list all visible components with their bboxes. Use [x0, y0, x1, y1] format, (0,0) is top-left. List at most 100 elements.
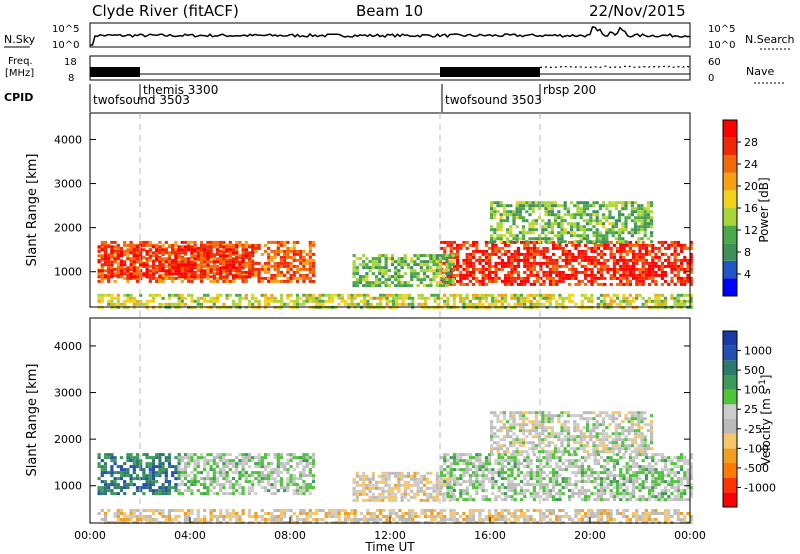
heatmap-cell-2 [664, 273, 668, 277]
heatmap-cell-0 [311, 240, 316, 244]
heatmap-cell-2 [362, 489, 366, 493]
heatmap-cell-3 [478, 486, 482, 490]
heatmap-cell-0 [295, 240, 300, 244]
heatmap-cell-3 [400, 266, 404, 270]
heatmap-cell-0 [123, 492, 127, 496]
heatmap-cell-4 [506, 210, 510, 214]
heatmap-cell-3 [657, 492, 661, 496]
heatmap-cell-1 [119, 269, 124, 273]
heatmap-cell-2 [670, 267, 674, 271]
heatmap-cell-0 [190, 252, 194, 256]
heatmap-cell-2 [619, 267, 623, 271]
heatmap-cell-1 [263, 477, 268, 481]
heatmap-cell-3 [532, 453, 536, 457]
heatmap-cell-0 [161, 279, 165, 283]
heatmap-cell-5 [513, 302, 517, 306]
heatmap-cell-3 [426, 254, 430, 258]
heatmap-cell-3 [644, 480, 648, 484]
heatmap-cell-0 [158, 468, 162, 472]
heatmap-cell-4 [493, 228, 497, 232]
heatmap-cell-0 [164, 273, 168, 277]
heatmap-cell-3 [443, 453, 447, 457]
heatmap-cell-4 [582, 234, 586, 238]
heatmap-cell-3 [368, 269, 372, 273]
heatmap-cell-4 [630, 210, 634, 214]
heatmap-cell-2 [590, 249, 594, 253]
heatmap-cell-2 [654, 261, 658, 265]
heatmap-cell-4 [627, 216, 631, 220]
heatmap-cell-5 [212, 299, 216, 303]
heatmap-cell-3 [552, 489, 556, 493]
heatmap-cell-3 [465, 480, 469, 484]
heatmap-cell-1 [139, 260, 143, 264]
heatmap-cell-2 [548, 282, 552, 286]
heatmap-cell-2 [529, 249, 533, 253]
heatmap-cell-0 [267, 240, 271, 244]
heatmap-cell-0 [308, 240, 312, 244]
heatmap-cell-5 [279, 302, 284, 306]
heatmap-cell-2 [500, 252, 504, 256]
heatmap-cell-3 [606, 477, 610, 481]
heatmap-cell-2 [419, 498, 423, 502]
heatmap-cell-5 [673, 296, 677, 300]
heatmap-cell-1 [193, 483, 197, 487]
heatmap-cell-4 [646, 213, 650, 217]
heatmap-cell-5 [148, 293, 152, 297]
heatmap-cell-2 [451, 486, 455, 490]
heatmap-cell-1 [132, 245, 136, 249]
heatmap-cell-2 [603, 243, 607, 247]
heatmap-cell-4 [518, 201, 522, 205]
heatmap-cell-3 [648, 471, 652, 475]
heatmap-cell-3 [523, 474, 527, 478]
heatmap-cell-1 [273, 456, 277, 460]
power-colorbar-swatch-6 [723, 172, 737, 191]
heatmap-cell-3 [475, 465, 479, 469]
heatmap-cell-0 [254, 273, 258, 277]
heatmap-cell-4 [592, 219, 596, 223]
heatmap-cell-2 [532, 279, 536, 283]
heatmap-cell-3 [616, 480, 620, 484]
heatmap-cell-5 [321, 299, 325, 303]
heatmap-cell-3 [584, 492, 588, 496]
heatmap-cell-1 [132, 269, 136, 273]
heatmap-cell-2 [362, 474, 366, 478]
heatmap-cell-0 [209, 240, 213, 244]
heatmap-cell-2 [548, 279, 552, 283]
heatmap-cell-3 [641, 495, 645, 499]
heatmap-cell-0 [116, 261, 120, 265]
heatmap-cell-0 [305, 261, 309, 265]
heatmap-cell-3 [491, 486, 495, 490]
heatmap-cell-2 [664, 258, 668, 262]
heatmap-cell-3 [410, 278, 414, 282]
heatmap-cell-0 [267, 255, 271, 259]
heatmap-cell-1 [247, 269, 252, 273]
heatmap-cell-0 [145, 474, 149, 478]
heatmap-cell-5 [647, 296, 652, 300]
heatmap-cell-1 [263, 474, 268, 478]
heatmap-cell-2 [429, 471, 433, 475]
heatmap-cell-0 [100, 276, 104, 280]
heatmap-cell-3 [468, 477, 472, 481]
heatmap-cell-0 [126, 459, 130, 463]
heatmap-cell-5 [132, 302, 136, 306]
heatmap-cell-2 [622, 267, 626, 271]
heatmap-cell-0 [164, 456, 168, 460]
heatmap-cell-3 [410, 275, 414, 279]
heatmap-cell-0 [270, 240, 274, 244]
heatmap-cell-1 [247, 453, 252, 457]
heatmap-cell-2 [619, 243, 623, 247]
heatmap-cell-4 [560, 432, 564, 436]
heatmap-cell-2 [584, 252, 588, 256]
heatmap-cell-3 [378, 266, 382, 270]
heatmap-cell-4 [550, 429, 554, 433]
heatmap-cell-2 [619, 264, 623, 268]
heatmap-cell-2 [632, 255, 636, 259]
heatmap-cell-5 [654, 293, 658, 297]
heatmap-cell-2 [612, 243, 616, 247]
heatmap-cell-2 [590, 261, 594, 265]
heatmap-cell-3 [542, 456, 546, 460]
heatmap-cell-3 [381, 281, 385, 285]
heatmap-cell-2 [676, 258, 680, 262]
heatmap-cell-3 [587, 468, 591, 472]
heatmap-cell-4 [579, 240, 583, 244]
